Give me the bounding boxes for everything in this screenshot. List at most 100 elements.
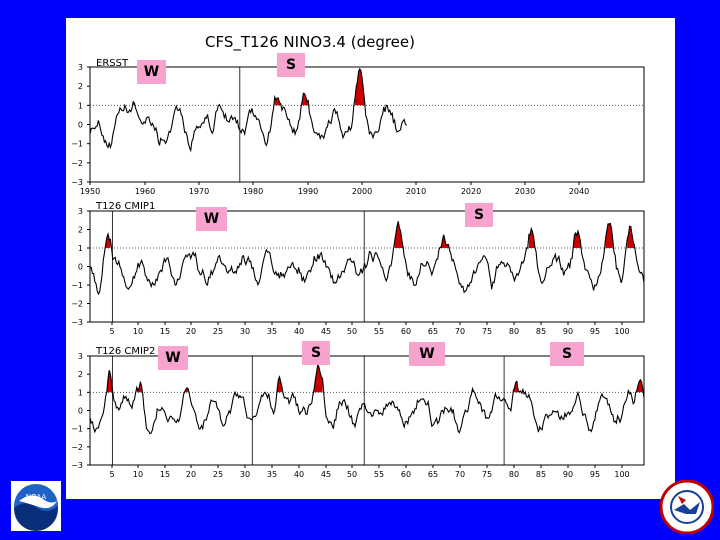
x-tick-label: 25 bbox=[213, 470, 223, 479]
x-tick-label: 50 bbox=[347, 470, 357, 479]
x-tick-label: 2020 bbox=[461, 187, 481, 196]
x-tick-label: 55 bbox=[374, 470, 384, 479]
x-tick-label: 95 bbox=[590, 470, 600, 479]
strong-tag: S bbox=[302, 341, 330, 365]
y-tick-label: −3 bbox=[71, 178, 83, 187]
nino34-series-line bbox=[89, 362, 645, 435]
x-tick-label: 80 bbox=[509, 470, 519, 479]
noaa-logo-text: NOAA bbox=[26, 493, 47, 501]
warm-tag: W bbox=[409, 342, 445, 366]
warm-tag: W bbox=[158, 346, 188, 370]
x-tick-label: 20 bbox=[186, 327, 196, 336]
nino34-figure: CFS_T126 NINO3.4 (degree) ERSST3210−1−2−… bbox=[71, 33, 645, 479]
x-tick-label: 1960 bbox=[135, 187, 155, 196]
y-tick-label: 3 bbox=[78, 63, 83, 72]
y-tick-label: 2 bbox=[78, 82, 83, 91]
x-tick-label: 40 bbox=[294, 470, 304, 479]
strong-tag: S bbox=[277, 53, 305, 77]
nino34-series-line bbox=[89, 67, 407, 153]
x-tick-label: 60 bbox=[401, 470, 411, 479]
plot-frame bbox=[89, 66, 645, 183]
x-tick-label: 2030 bbox=[515, 187, 535, 196]
strong-tag: S bbox=[465, 203, 493, 227]
figure-slide: CFS_T126 NINO3.4 (degree) ERSST 3 2 1 0 −1 −2−… bbox=[66, 18, 675, 499]
x-tick-label: 15 bbox=[160, 327, 170, 336]
x-tick-label: 2000 bbox=[352, 187, 372, 196]
x-tick-label: 45 bbox=[321, 470, 331, 479]
x-tick-label: 65 bbox=[428, 470, 438, 479]
y-tick-label: 3 bbox=[78, 207, 83, 216]
x-tick-label: 20 bbox=[186, 470, 196, 479]
x-tick-label: 85 bbox=[536, 327, 546, 336]
y-tick-label: −3 bbox=[71, 318, 83, 327]
warm-event-fill bbox=[513, 381, 521, 393]
x-tick-label: 1990 bbox=[298, 187, 318, 196]
x-tick-label: 55 bbox=[374, 327, 384, 336]
x-tick-label: 10 bbox=[133, 470, 143, 479]
warm-event-fill bbox=[184, 387, 189, 393]
warm-tag: W bbox=[196, 207, 227, 231]
x-tick-label: 10 bbox=[133, 327, 143, 336]
x-tick-label: 25 bbox=[213, 327, 223, 336]
x-tick-label: 15 bbox=[160, 470, 170, 479]
x-tick-label: 1950 bbox=[80, 187, 100, 196]
figure-title: CFS_T126 NINO3.4 (degree) bbox=[205, 33, 415, 52]
warm-event-fill bbox=[274, 97, 281, 106]
panel-label: T126 CMIP1 bbox=[95, 201, 155, 212]
y-tick-label: −2 bbox=[71, 159, 83, 168]
y-tick-label: 3 bbox=[78, 352, 83, 361]
y-tick-label: 0 bbox=[78, 407, 83, 416]
y-tick-label: 2 bbox=[78, 370, 83, 379]
y-tick-label: 1 bbox=[78, 101, 83, 110]
strong-tag: S bbox=[550, 342, 584, 366]
nws-logo bbox=[660, 480, 714, 534]
y-tick-label: −1 bbox=[71, 140, 83, 149]
x-tick-label: 90 bbox=[563, 327, 573, 336]
warm-tag: W bbox=[137, 60, 166, 84]
x-tick-label: 100 bbox=[614, 327, 629, 336]
x-tick-label: 95 bbox=[590, 327, 600, 336]
x-tick-label: 30 bbox=[240, 327, 250, 336]
panel-label: ERSST bbox=[96, 58, 129, 69]
x-tick-label: 70 bbox=[455, 470, 465, 479]
x-tick-label: 70 bbox=[455, 327, 465, 336]
nino34-series-line bbox=[89, 221, 645, 296]
x-tick-label: 2010 bbox=[406, 187, 426, 196]
x-tick-label: 75 bbox=[482, 327, 492, 336]
x-tick-label: 5 bbox=[109, 470, 114, 479]
y-tick-label: 0 bbox=[78, 263, 83, 272]
y-tick-label: 1 bbox=[78, 244, 83, 253]
x-tick-label: 90 bbox=[563, 470, 573, 479]
warm-event-fill bbox=[106, 370, 113, 393]
warm-event-fill bbox=[355, 68, 365, 106]
x-tick-label: 80 bbox=[509, 327, 519, 336]
y-tick-label: −3 bbox=[71, 461, 83, 470]
warm-event-fill bbox=[394, 221, 403, 248]
x-tick-label: 5 bbox=[109, 327, 114, 336]
y-tick-label: 1 bbox=[78, 388, 83, 397]
x-tick-label: 35 bbox=[267, 470, 277, 479]
y-tick-label: −1 bbox=[71, 425, 83, 434]
x-tick-label: 65 bbox=[428, 327, 438, 336]
x-tick-label: 60 bbox=[401, 327, 411, 336]
warm-event-fill bbox=[314, 364, 323, 393]
x-tick-label: 1970 bbox=[189, 187, 209, 196]
panel-label: T126 CMIP2 bbox=[95, 346, 155, 357]
y-tick-label: −2 bbox=[71, 443, 83, 452]
y-tick-label: 2 bbox=[78, 226, 83, 235]
noaa-logo: NOAA bbox=[11, 481, 61, 531]
x-tick-label: 1980 bbox=[243, 187, 263, 196]
warm-event-fill bbox=[105, 234, 111, 248]
y-tick-label: 0 bbox=[78, 121, 83, 130]
x-tick-label: 40 bbox=[294, 327, 304, 336]
x-tick-label: 100 bbox=[614, 470, 629, 479]
x-tick-label: 30 bbox=[240, 470, 250, 479]
y-tick-label: −2 bbox=[71, 300, 83, 309]
x-tick-label: 75 bbox=[482, 470, 492, 479]
x-tick-label: 50 bbox=[347, 327, 357, 336]
x-tick-label: 45 bbox=[321, 327, 331, 336]
x-tick-label: 2040 bbox=[569, 187, 589, 196]
